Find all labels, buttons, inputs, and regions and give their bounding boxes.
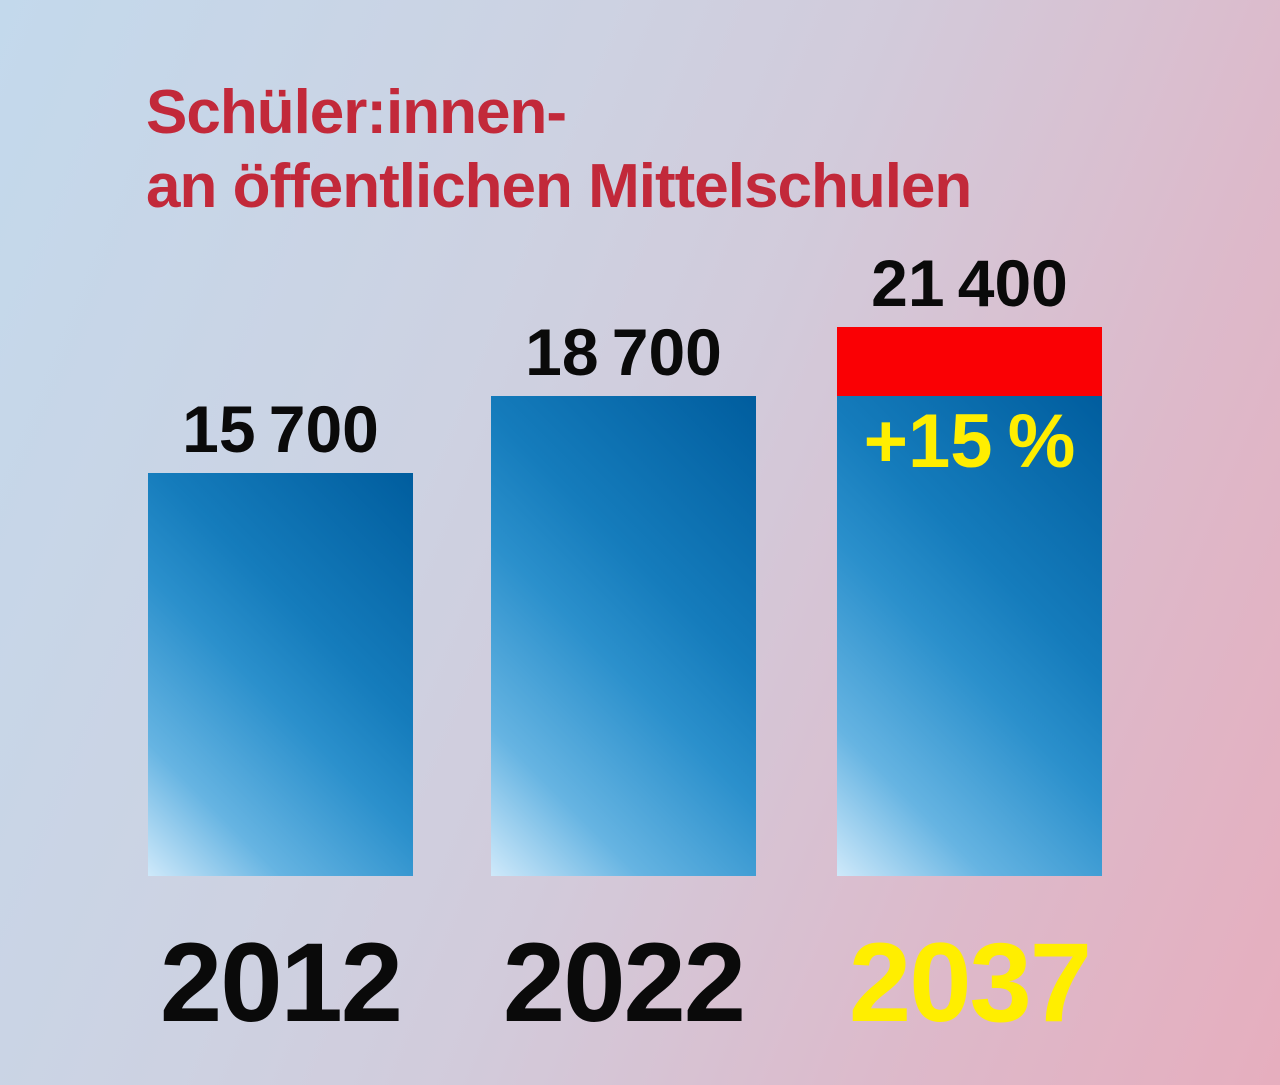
- bar-2037-increase-segment: [837, 327, 1102, 396]
- bar-2022-base-segment: [491, 396, 756, 876]
- bar-2012: [148, 473, 413, 876]
- bar-2012-base-segment: [148, 473, 413, 876]
- bar-2022: [491, 396, 756, 876]
- value-label-2022: 18 700: [525, 315, 722, 389]
- value-label-2012: 15 700: [182, 392, 379, 466]
- chart-title: Schüler:innen- an öffentlichen Mittelsch…: [146, 76, 972, 224]
- year-label-2037: 2037: [848, 920, 1092, 1045]
- increase-label-2022: [491, 396, 756, 398]
- increase-label-2012: [148, 473, 413, 475]
- year-label-2022: 2022: [502, 920, 746, 1045]
- increase-label-2037: +15 %: [863, 399, 1076, 484]
- bar-group-2012: 15 700 2012: [148, 0, 413, 1085]
- chart-title-line2: an öffentlichen Mittelschulen: [146, 152, 972, 221]
- bar-2037: +15 %: [837, 327, 1102, 876]
- year-label-2012: 2012: [159, 920, 403, 1045]
- bar-group-2037: 21 400 +15 % 2037: [837, 0, 1102, 1085]
- bar-group-2022: 18 700 2022: [491, 0, 756, 1085]
- value-label-2037: 21 400: [871, 246, 1068, 320]
- bar-2037-base-segment: +15 %: [837, 396, 1102, 876]
- chart-title-line1: Schüler:innen-: [146, 78, 567, 147]
